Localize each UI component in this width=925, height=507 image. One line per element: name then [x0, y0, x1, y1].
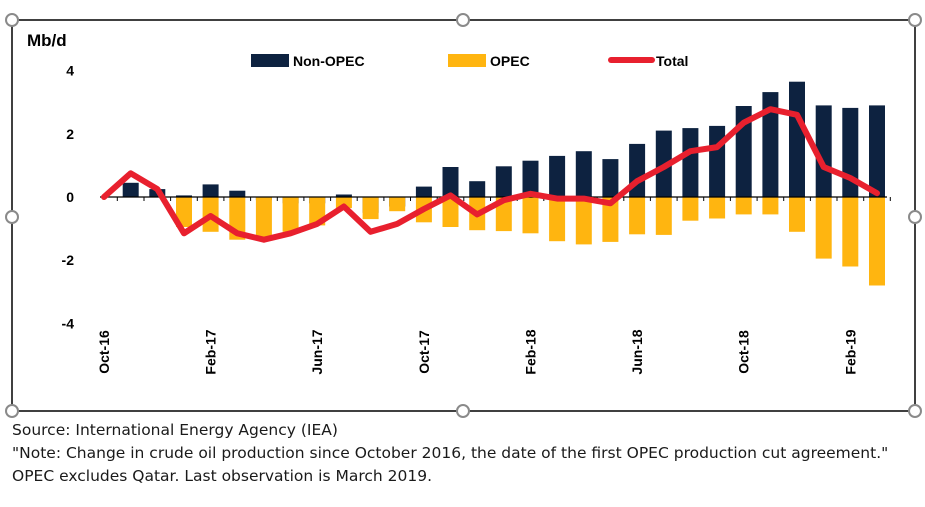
bar-opec	[815, 197, 832, 259]
bar-non-opec	[415, 186, 432, 197]
bar-opec	[549, 197, 566, 242]
bar-opec	[762, 197, 779, 215]
x-tick-label: Oct-18	[736, 330, 752, 374]
bar-opec	[442, 197, 459, 227]
bar-non-opec	[575, 151, 592, 197]
bar-opec	[709, 197, 726, 219]
bar-opec	[842, 197, 859, 267]
y-axis-label: Mb/d	[27, 31, 67, 50]
legend-label-opec: OPEC	[490, 53, 530, 69]
bar-opec	[682, 197, 699, 221]
series-line-total	[101, 106, 880, 243]
bar-non-opec	[762, 92, 779, 197]
legend-swatch-opec	[448, 54, 486, 67]
resize-handle[interactable]	[5, 13, 19, 27]
bar-opec	[362, 197, 379, 220]
bar-non-opec	[522, 160, 539, 197]
bar-non-opec	[815, 105, 832, 197]
bar-non-opec	[869, 105, 885, 197]
bar-non-opec	[122, 182, 139, 197]
y-tick-label: 0	[66, 189, 74, 205]
bar-non-opec	[335, 194, 352, 197]
bar-opec	[602, 197, 619, 242]
resize-handle[interactable]	[5, 210, 19, 224]
bar-opec	[282, 197, 299, 232]
bar-non-opec	[495, 166, 512, 197]
x-tick-label: Feb-18	[523, 329, 539, 374]
x-tick-label: Oct-16	[96, 330, 112, 374]
resize-handle[interactable]	[456, 13, 470, 27]
opec-note-text: OPEC excludes Qatar. Last observation is…	[12, 467, 433, 485]
bar-opec	[176, 197, 192, 227]
resize-handle[interactable]	[908, 210, 922, 224]
x-tick-label: Feb-17	[203, 329, 219, 374]
bar-opec	[869, 197, 885, 286]
x-tick-label: Oct-17	[416, 330, 432, 374]
chart-frame[interactable]	[11, 19, 916, 412]
bar-non-opec	[789, 81, 805, 197]
bar-non-opec	[602, 159, 619, 197]
bar-series	[122, 81, 885, 286]
bar-opec	[389, 197, 406, 212]
bar-non-opec	[202, 184, 219, 197]
bar-opec	[629, 197, 646, 235]
legend-label-non-opec: Non-OPEC	[293, 53, 365, 69]
bar-opec	[735, 197, 752, 215]
selection-handles[interactable]	[5, 13, 922, 418]
bar-non-opec	[442, 167, 459, 197]
bar-non-opec	[229, 190, 246, 197]
y-tick-label: -4	[62, 315, 75, 331]
legend-swatch-non-opec	[251, 54, 289, 67]
legend-label-total: Total	[656, 53, 688, 69]
y-tick-label: 2	[66, 126, 74, 142]
bar-opec	[335, 197, 352, 209]
x-axis-ticks: Oct-16 Feb-17 Jun-17 Oct-17 Feb-18 Jun-18 Oct-…	[96, 329, 858, 374]
bar-opec	[655, 197, 672, 235]
source-text: Source: International Energy Agency (IEA…	[12, 421, 338, 439]
bar-non-opec	[709, 125, 726, 197]
bar-non-opec	[549, 155, 566, 197]
resize-handle[interactable]	[908, 13, 922, 27]
legend: Non-OPEC OPEC Total	[251, 53, 688, 69]
resize-handle[interactable]	[5, 404, 19, 418]
resize-handle[interactable]	[456, 404, 470, 418]
bar-non-opec	[682, 128, 699, 197]
x-tick-label: Jun-18	[629, 329, 645, 374]
y-tick-label: -2	[62, 252, 75, 268]
bar-non-opec	[176, 195, 192, 197]
x-tick-label: Feb-19	[842, 329, 858, 374]
bar-opec	[789, 197, 805, 232]
bar-opec	[522, 197, 539, 234]
x-tick-label: Jun-17	[309, 329, 325, 374]
bar-opec	[255, 197, 272, 239]
source-notes: Source: International Energy Agency (IEA…	[12, 419, 888, 488]
resize-handle[interactable]	[908, 404, 922, 418]
bar-opec	[575, 197, 592, 245]
y-tick-label: 4	[66, 63, 74, 79]
note-text: "Note: Change in crude oil production si…	[12, 444, 889, 462]
y-axis-ticks: 4 2 0 -2 -4	[62, 63, 75, 332]
bar-non-opec	[469, 181, 486, 197]
